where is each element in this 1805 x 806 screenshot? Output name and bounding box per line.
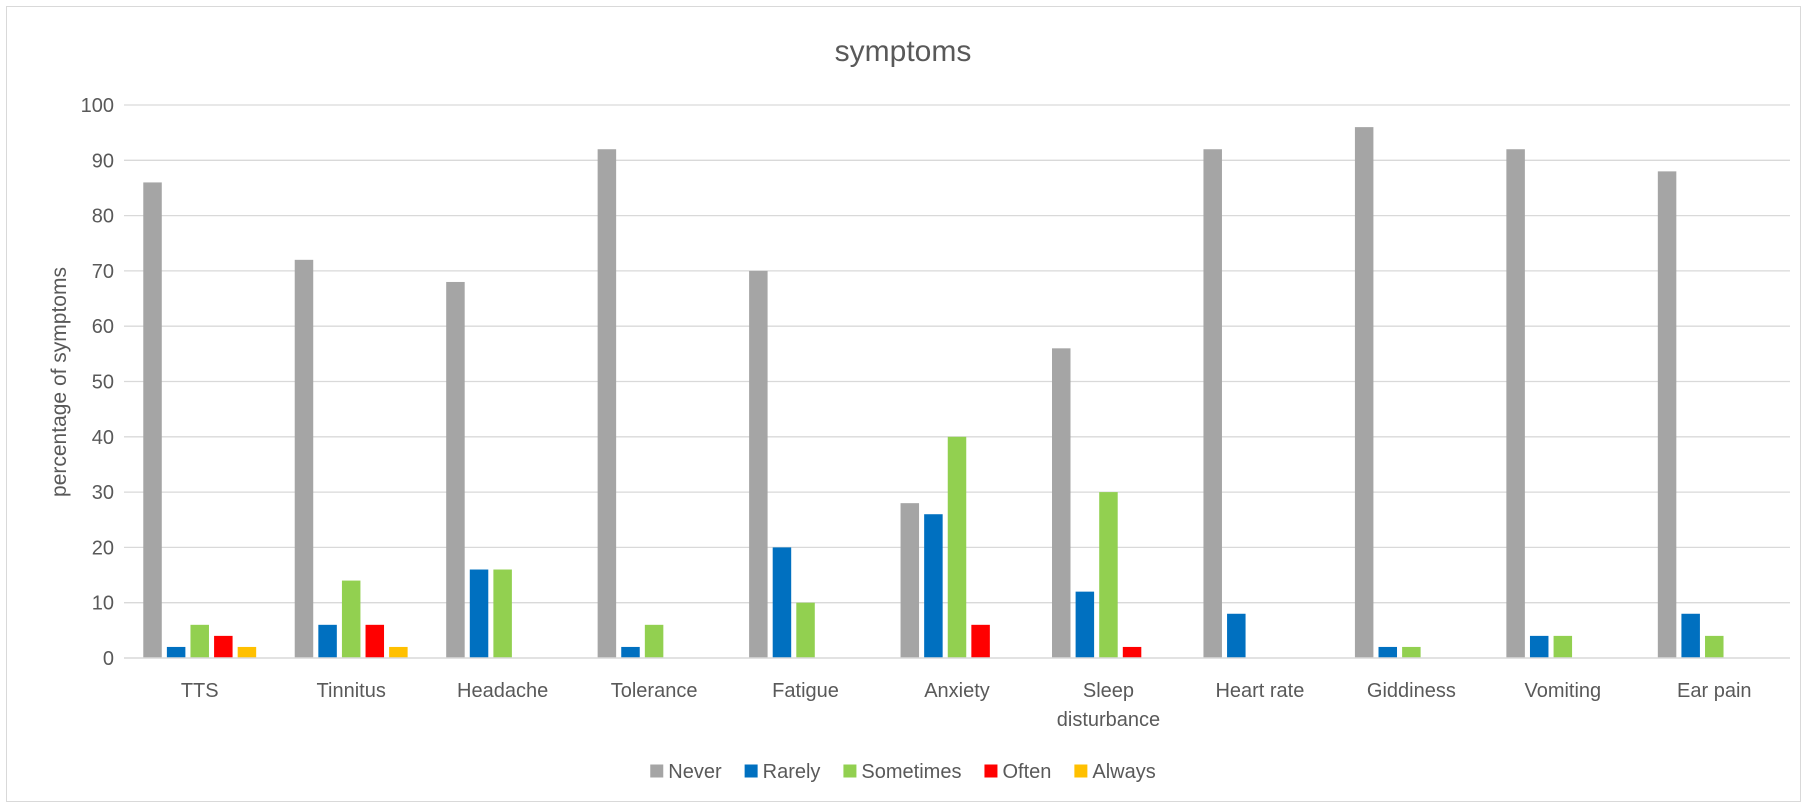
bar-always	[237, 646, 257, 658]
bar-rarely	[1075, 591, 1095, 658]
x-tick-label: Sleep disturbance	[1057, 680, 1160, 731]
bar-never	[597, 149, 617, 659]
bar-rarely	[772, 547, 792, 658]
x-tick-label: Ear pain	[1677, 680, 1752, 702]
x-tick-label-line: disturbance	[1057, 709, 1160, 731]
legend-label: Rarely	[763, 761, 821, 783]
x-tick-label: Fatigue	[772, 680, 839, 702]
bar-sometimes	[190, 624, 209, 658]
y-axis-title: percentage of symptoms	[48, 267, 71, 497]
bar-never	[900, 503, 920, 658]
x-tick-label: TTS	[181, 680, 219, 702]
y-tick-label: 60	[92, 316, 114, 338]
bar-sometimes	[947, 436, 967, 658]
legend-swatch-always	[1074, 764, 1088, 778]
x-tick-label-line: Sleep	[1083, 680, 1134, 702]
bar-never	[1657, 171, 1677, 659]
axes: 0 10 20 30 40 50 60 70 80 90 100 TTS Tinnitus Headach…	[81, 95, 1790, 731]
legend-swatch-often	[984, 764, 998, 778]
bar-never	[294, 259, 314, 658]
bar-never	[1203, 149, 1222, 659]
y-tick-label: 100	[81, 95, 114, 117]
x-tick-label: Tinnitus	[317, 680, 386, 702]
x-tick-label: Tolerance	[611, 680, 698, 702]
bar-rarely	[469, 569, 489, 658]
bar-rarely	[1681, 613, 1700, 658]
bar-sometimes	[644, 624, 664, 658]
y-tick-label: 80	[92, 206, 114, 228]
bar-rarely	[1378, 646, 1398, 658]
bar-rarely	[621, 646, 640, 658]
legend-label: Always	[1092, 761, 1155, 783]
x-tick-label: Anxiety	[924, 680, 990, 702]
chart-title: symptoms	[835, 35, 972, 68]
bar-rarely	[924, 514, 943, 658]
legend-swatch-sometimes	[843, 764, 857, 778]
bar-rarely	[318, 624, 337, 658]
bar-sometimes	[1402, 646, 1421, 658]
x-tick-label: Headache	[457, 680, 548, 702]
bar-rarely	[166, 646, 186, 658]
bar-sometimes	[1553, 635, 1573, 658]
bar-sometimes	[796, 602, 815, 658]
legend-swatch-never	[650, 764, 664, 778]
bar-sometimes	[1705, 635, 1724, 658]
legend-swatch-rarely	[744, 764, 758, 778]
bar-sometimes	[493, 569, 512, 658]
y-tick-label: 0	[103, 648, 114, 670]
legend-label: Sometimes	[861, 761, 961, 783]
bar-rarely	[1529, 635, 1549, 658]
bar-never	[1354, 127, 1374, 659]
y-tick-label: 50	[92, 372, 114, 394]
bar-never	[749, 270, 768, 658]
bar-often	[971, 624, 990, 658]
bar-always	[389, 646, 408, 658]
y-tick-label: 40	[92, 427, 114, 449]
bar-sometimes	[341, 580, 361, 658]
y-tick-label: 90	[92, 150, 114, 172]
legend-label: Often	[1002, 761, 1051, 783]
bar-often	[365, 624, 385, 658]
x-tick-label: Heart rate	[1215, 680, 1304, 702]
bar-never	[1052, 348, 1071, 658]
legend: Never Rarely Sometimes Often Always	[650, 761, 1156, 783]
bar-never	[446, 281, 465, 658]
x-tick-label: Giddiness	[1367, 680, 1456, 702]
bar-often	[1122, 646, 1142, 658]
bar-often	[214, 635, 233, 658]
legend-label: Never	[668, 761, 722, 783]
x-tick-label: Vomiting	[1524, 680, 1601, 702]
y-tick-label: 70	[92, 261, 114, 283]
bar-never	[143, 182, 162, 659]
bar-rarely	[1227, 613, 1246, 658]
bar-never	[1506, 149, 1525, 659]
bars	[143, 127, 1724, 659]
y-tick-label: 20	[92, 537, 114, 559]
y-tick-label: 10	[92, 593, 114, 615]
bar-sometimes	[1099, 492, 1118, 658]
y-tick-label: 30	[92, 482, 114, 504]
